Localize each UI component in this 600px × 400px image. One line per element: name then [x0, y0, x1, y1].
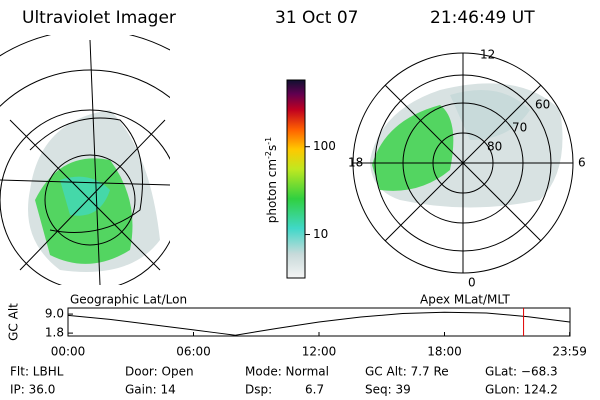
status-field: Seq: 39 [365, 383, 411, 397]
lat-label: 60 [535, 98, 550, 112]
mlt-label: 12 [480, 48, 495, 62]
map-title: Geographic Lat/Lon [70, 293, 187, 307]
date: 31 Oct 07 [275, 8, 358, 28]
status-field: IP: 36.0 [10, 383, 55, 397]
mlt-label: 6 [578, 156, 586, 170]
colorbar [286, 79, 306, 279]
x-tick-label: 00:00 [51, 345, 86, 359]
status-field: Flt: LBHL [10, 365, 64, 379]
polar-map [352, 52, 574, 274]
x-tick-label: 06:00 [176, 345, 211, 359]
x-tick-label: 18:00 [427, 345, 462, 359]
colorbar-tick-label: 100 [313, 139, 336, 153]
time: 21:46:49 UT [430, 8, 535, 28]
y-axis-label: GC Alt [7, 303, 21, 341]
y-tick-label: 1.8 [45, 326, 64, 340]
geo-map [0, 35, 170, 285]
colorbar-tick-label: 10 [313, 227, 328, 241]
x-tick-label: 12:00 [302, 345, 337, 359]
mlt-label: 0 [468, 276, 476, 290]
status-field: Gain: 14 [125, 383, 176, 397]
alt-curve [67, 311, 570, 336]
status-field: Dsp: [245, 383, 272, 397]
x-tick-label: 23:59 [552, 345, 587, 359]
status-field: Mode: Normal [245, 365, 329, 379]
y-tick-label: 9.0 [45, 307, 64, 321]
map-title: Apex MLat/MLT [420, 293, 510, 307]
lat-label: 70 [512, 121, 527, 135]
status-field: GLat: −68.3 [485, 365, 558, 379]
mlt-label: 18 [348, 156, 363, 170]
colorbar-label: photon cm-2s-1 [264, 137, 279, 224]
status-field: GC Alt: 7.7 Re [365, 365, 449, 379]
title: Ultraviolet Imager [22, 8, 176, 28]
status-field: Door: Open [125, 365, 194, 379]
lat-label: 80 [487, 140, 502, 154]
status-field: 6.7 [305, 383, 324, 397]
status-field: GLon: 124.2 [485, 383, 558, 397]
